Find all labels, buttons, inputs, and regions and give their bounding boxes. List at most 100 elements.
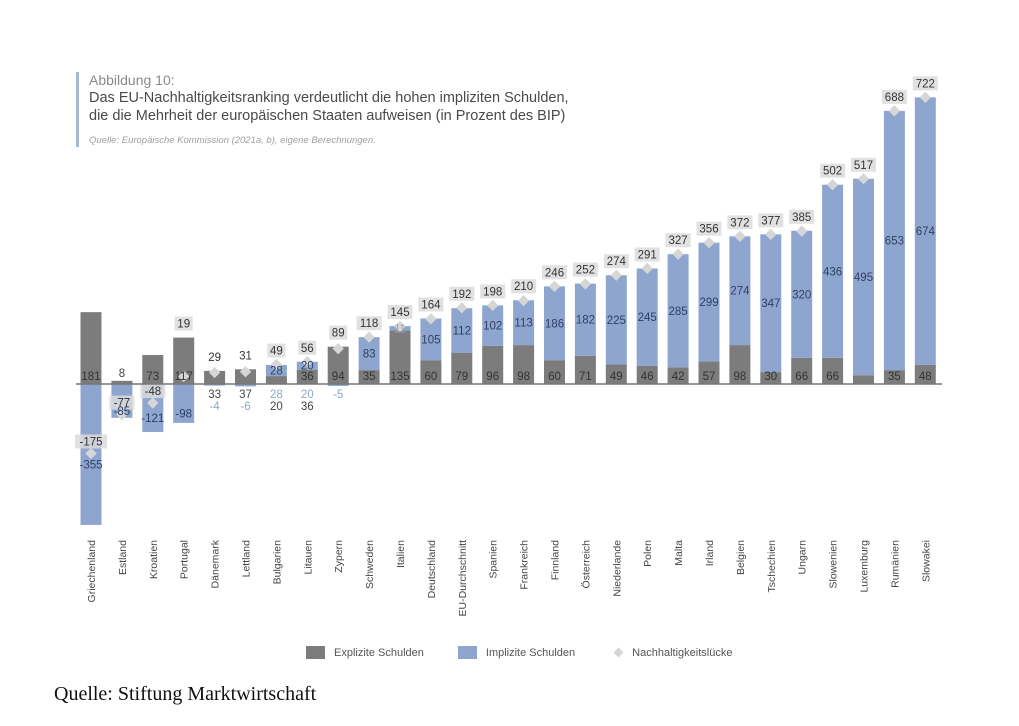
chart-title-line-2: die die Mehrheit der europäischen Staate… [89,108,566,124]
legend-label-explicit: Explizite Schulden [334,646,424,659]
label-gap: 385 [792,212,811,224]
bar-explicit [80,312,102,384]
gap-marker [270,358,283,371]
chart-source: Quelle: Europäische Kommission (2021a, b… [89,135,376,146]
x-tick-label: Niederlande [611,540,623,597]
label-gap: 356 [699,224,718,236]
label-gap-box [758,213,784,228]
x-tick-label: Belgien [735,540,747,575]
footer-source: Quelle: Stiftung Marktwirtschaft [54,683,317,705]
bar-explicit [636,365,658,384]
label-implicit: -355 [79,459,102,471]
label-gap: 722 [916,78,935,90]
label-gap: 246 [545,267,564,279]
gap-marker [178,370,190,383]
x-tick-label: Malta [673,540,685,566]
bar-implicit [698,242,720,362]
label-implicit: 102 [483,321,502,333]
gap-marker [765,228,777,240]
label-explicit: 35 [888,371,901,383]
label-explicit: 79 [455,371,468,383]
label-implicit: -5 [333,389,343,401]
label-gap: 198 [483,286,502,298]
label-explicit: 33 [208,389,221,401]
label-gap-box [140,384,166,399]
label-gap-box [603,254,629,269]
bar-explicit [296,369,318,384]
label-implicit: 20 [301,361,314,373]
label-implicit: 182 [576,315,595,327]
label-gap: 274 [607,256,627,268]
x-tick-label: Dänemark [210,539,222,588]
label-gap: 210 [514,281,533,293]
gap-marker [332,343,344,355]
label-gap-box [356,316,382,331]
label-gap-box [387,305,413,320]
label-gap: 89 [332,328,345,340]
label-explicit: 117 [175,371,193,383]
bar-explicit [760,372,782,384]
bar-explicit [605,364,627,384]
label-implicit: 674 [916,226,936,238]
label-gap-box [298,340,317,355]
label-gap-box [851,157,876,172]
label-gap: 252 [576,265,595,277]
bar-implicit [235,384,256,387]
legend-diamond-icon [613,647,624,658]
label-gap-box [480,284,506,299]
label-gap-box [665,233,691,248]
bar-explicit [265,376,287,384]
label-explicit: 46 [641,371,654,383]
label-gap-box [912,76,938,91]
bar-explicit [544,360,565,384]
label-gap: 145 [390,307,409,319]
label-gap: -175 [79,436,102,448]
x-tick-label: Portugal [179,540,191,579]
gap-marker [208,366,221,379]
bar-explicit [822,357,844,384]
bar-explicit [791,357,813,384]
bar-explicit [358,370,380,384]
gap-marker [147,397,159,409]
bar-explicit [729,345,751,384]
label-gap: 377 [761,215,780,227]
label-implicit: 436 [823,266,842,278]
label-explicit: 8 [119,368,125,380]
x-tick-label: Bulgarien [271,540,283,585]
label-implicit: -6 [240,401,250,413]
label-implicit: -4 [209,401,220,413]
figure-label: Abbildung 10: [89,72,175,88]
label-explicit: 35 [363,371,376,383]
label-implicit: 653 [885,235,904,247]
label-gap: -48 [144,386,161,398]
gap-marker [703,237,715,249]
label-explicit: 60 [425,371,438,383]
bar-implicit [327,384,349,386]
label-implicit: 245 [638,312,657,324]
gap-marker [796,225,808,237]
bar-implicit [760,234,782,373]
x-tick-label: Österreich [580,540,592,589]
bar-implicit [358,337,380,371]
gap-marker [363,331,375,343]
label-explicit: 60 [548,371,561,383]
x-tick-label: Deutschland [426,540,438,599]
label-implicit: 186 [545,318,564,330]
gap-marker [301,356,313,368]
label-gap: 327 [669,235,688,247]
bar-implicit [605,275,627,365]
label-gap-box [881,89,907,104]
bar-implicit [667,254,689,368]
label-implicit: 28 [270,389,283,401]
gap-marker [857,173,870,185]
label-gap: 164 [421,299,441,311]
x-tick-label: Estland [117,540,129,575]
label-gap: 517 [854,160,873,172]
bar-implicit [853,178,874,376]
bar-explicit [853,375,874,384]
label-gap: 56 [301,343,314,355]
label-gap-box [542,265,567,280]
bar-explicit [883,370,905,384]
x-tick-label: Finnland [550,540,562,580]
bar-implicit [513,300,535,346]
